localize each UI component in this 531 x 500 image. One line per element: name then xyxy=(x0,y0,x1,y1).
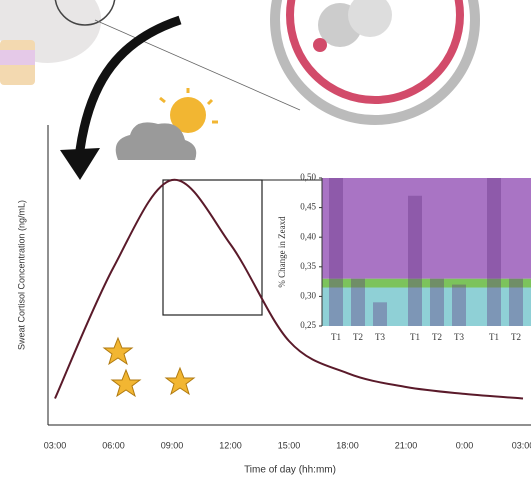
bar xyxy=(408,195,422,326)
bar xyxy=(430,278,444,326)
cortisol-line xyxy=(54,178,524,400)
y-tick-label: 0,30 xyxy=(300,290,316,300)
decorations xyxy=(0,0,531,426)
x-tick-label: 03:00 xyxy=(44,440,67,450)
x-tick-label: 03:00 xyxy=(512,440,531,450)
y-axis-label: % Change in Zeaxd xyxy=(277,216,287,288)
bar xyxy=(351,278,365,326)
bar xyxy=(329,178,343,326)
x-tick-label: T3 xyxy=(454,332,464,342)
x-tick-label: 12:00 xyxy=(219,440,242,450)
x-tick-label: 15:00 xyxy=(278,440,301,450)
y-tick-label: 0,40 xyxy=(300,231,316,241)
bar xyxy=(373,302,387,326)
x-tick-label: T1 xyxy=(331,332,341,342)
x-tick-label: 21:00 xyxy=(395,440,418,450)
x-tick-label: T1 xyxy=(410,332,420,342)
x-tick-label: T3 xyxy=(375,332,385,342)
x-tick-label: 06:00 xyxy=(102,440,125,450)
band xyxy=(322,287,531,326)
x-tick-label: T1 xyxy=(489,332,499,342)
x-tick-label: T2 xyxy=(353,332,363,342)
bar xyxy=(509,278,523,326)
bar xyxy=(452,284,466,326)
y-tick-label: 0,45 xyxy=(300,202,316,212)
x-tick-label: T2 xyxy=(432,332,442,342)
band xyxy=(322,278,531,288)
bar xyxy=(487,178,501,326)
y-tick-label: 0,25 xyxy=(300,320,316,330)
y-tick-label: 0,35 xyxy=(300,261,316,271)
x-tick-label: 09:00 xyxy=(161,440,184,450)
y-tick-label: 0,50 xyxy=(300,172,316,182)
band xyxy=(322,178,531,279)
y-axis-label: Sweat Cortisol Concentration (ng/mL) xyxy=(16,200,26,350)
x-axis-label: Time of day (hh:mm) xyxy=(244,465,336,476)
x-tick-label: T2 xyxy=(511,332,521,342)
x-tick-label: 18:00 xyxy=(336,440,359,450)
x-tick-label: 0:00 xyxy=(456,440,474,450)
